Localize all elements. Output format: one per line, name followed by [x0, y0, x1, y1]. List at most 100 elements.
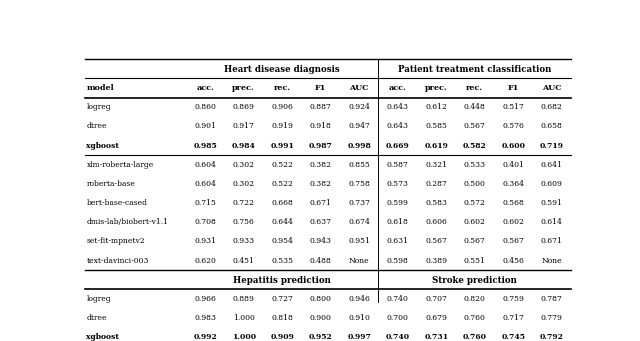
Text: 0.598: 0.598 — [387, 256, 408, 265]
Text: dtree: dtree — [86, 314, 107, 322]
Text: 0.382: 0.382 — [310, 161, 332, 169]
Text: 0.567: 0.567 — [426, 237, 447, 246]
Text: 0.910: 0.910 — [348, 314, 370, 322]
Text: 0.456: 0.456 — [502, 256, 524, 265]
Text: 0.568: 0.568 — [502, 199, 524, 207]
Text: 0.717: 0.717 — [502, 314, 524, 322]
Text: 0.609: 0.609 — [541, 180, 563, 188]
Text: 0.302: 0.302 — [232, 180, 255, 188]
Text: AUC: AUC — [542, 84, 561, 92]
Text: 0.618: 0.618 — [387, 218, 408, 226]
Text: 0.889: 0.889 — [233, 295, 255, 303]
Text: 0.614: 0.614 — [541, 218, 563, 226]
Text: 0.643: 0.643 — [387, 103, 409, 111]
Text: 0.708: 0.708 — [194, 218, 216, 226]
Text: 0.731: 0.731 — [424, 333, 448, 341]
Text: 0.943: 0.943 — [310, 237, 332, 246]
Text: 0.602: 0.602 — [502, 218, 524, 226]
Text: 0.918: 0.918 — [310, 122, 332, 130]
Text: 0.779: 0.779 — [541, 314, 563, 322]
Text: 0.792: 0.792 — [540, 333, 564, 341]
Text: 0.760: 0.760 — [464, 314, 486, 322]
Text: None: None — [349, 256, 369, 265]
Text: 0.600: 0.600 — [501, 142, 525, 150]
Text: 0.567: 0.567 — [464, 122, 486, 130]
Text: 0.674: 0.674 — [348, 218, 370, 226]
Text: 0.985: 0.985 — [193, 142, 217, 150]
Text: rec.: rec. — [274, 84, 291, 92]
Text: 0.991: 0.991 — [270, 142, 294, 150]
Text: 0.952: 0.952 — [308, 333, 333, 341]
Text: 0.641: 0.641 — [541, 161, 563, 169]
Text: 0.760: 0.760 — [463, 333, 487, 341]
Text: 0.671: 0.671 — [310, 199, 332, 207]
Text: 0.727: 0.727 — [271, 295, 293, 303]
Text: 0.669: 0.669 — [386, 142, 410, 150]
Text: 0.869: 0.869 — [233, 103, 255, 111]
Text: 0.401: 0.401 — [502, 161, 524, 169]
Text: 0.740: 0.740 — [386, 333, 410, 341]
Text: 0.517: 0.517 — [502, 103, 524, 111]
Text: 0.287: 0.287 — [426, 180, 447, 188]
Text: 0.585: 0.585 — [426, 122, 447, 130]
Text: 0.668: 0.668 — [271, 199, 293, 207]
Text: 0.364: 0.364 — [502, 180, 524, 188]
Text: logreg: logreg — [86, 295, 111, 303]
Text: dmis-lab/biobert-v1.1: dmis-lab/biobert-v1.1 — [86, 218, 168, 226]
Text: Patient treatment classification: Patient treatment classification — [398, 65, 552, 74]
Text: 0.901: 0.901 — [194, 122, 216, 130]
Text: 1.000: 1.000 — [233, 314, 255, 322]
Text: 0.567: 0.567 — [502, 237, 524, 246]
Text: Hepatitis prediction: Hepatitis prediction — [233, 276, 331, 285]
Text: 0.488: 0.488 — [310, 256, 332, 265]
Text: 0.620: 0.620 — [194, 256, 216, 265]
Text: set-fit-mpnetv2: set-fit-mpnetv2 — [86, 237, 145, 246]
Text: 0.599: 0.599 — [387, 199, 408, 207]
Text: 0.900: 0.900 — [310, 314, 332, 322]
Text: 0.619: 0.619 — [424, 142, 448, 150]
Text: 0.535: 0.535 — [271, 256, 293, 265]
Text: 0.759: 0.759 — [502, 295, 524, 303]
Text: 0.576: 0.576 — [502, 122, 524, 130]
Text: acc.: acc. — [196, 84, 214, 92]
Text: prec.: prec. — [232, 84, 255, 92]
Text: 0.855: 0.855 — [348, 161, 370, 169]
Text: 0.382: 0.382 — [310, 180, 332, 188]
Text: 0.671: 0.671 — [541, 237, 563, 246]
Text: F1: F1 — [508, 84, 519, 92]
Text: 0.612: 0.612 — [426, 103, 447, 111]
Text: logreg: logreg — [86, 103, 111, 111]
Text: 0.983: 0.983 — [194, 314, 216, 322]
Text: acc.: acc. — [389, 84, 406, 92]
Text: 0.500: 0.500 — [464, 180, 486, 188]
Text: 0.860: 0.860 — [194, 103, 216, 111]
Text: rec.: rec. — [467, 84, 483, 92]
Text: 0.987: 0.987 — [308, 142, 333, 150]
Text: F1: F1 — [315, 84, 326, 92]
Text: xlm-roberta-large: xlm-roberta-large — [86, 161, 154, 169]
Text: 0.604: 0.604 — [194, 161, 216, 169]
Text: model: model — [86, 84, 114, 92]
Text: 0.740: 0.740 — [387, 295, 408, 303]
Text: 0.587: 0.587 — [387, 161, 408, 169]
Text: 0.756: 0.756 — [233, 218, 255, 226]
Text: 0.745: 0.745 — [501, 333, 525, 341]
Text: 0.591: 0.591 — [541, 199, 563, 207]
Text: xgboost: xgboost — [86, 333, 120, 341]
Text: 0.722: 0.722 — [233, 199, 255, 207]
Text: 0.602: 0.602 — [464, 218, 486, 226]
Text: 0.917: 0.917 — [233, 122, 255, 130]
Text: 0.604: 0.604 — [194, 180, 216, 188]
Text: xgboost: xgboost — [86, 142, 120, 150]
Text: Stroke prediction: Stroke prediction — [432, 276, 517, 285]
Text: 0.997: 0.997 — [348, 333, 371, 341]
Text: 0.551: 0.551 — [464, 256, 486, 265]
Text: 0.631: 0.631 — [387, 237, 409, 246]
Text: 0.643: 0.643 — [387, 122, 409, 130]
Text: 0.302: 0.302 — [232, 161, 255, 169]
Text: prec.: prec. — [425, 84, 447, 92]
Text: 0.984: 0.984 — [232, 142, 255, 150]
Text: bert-base-cased: bert-base-cased — [86, 199, 147, 207]
Text: 0.946: 0.946 — [348, 295, 370, 303]
Text: 0.567: 0.567 — [464, 237, 486, 246]
